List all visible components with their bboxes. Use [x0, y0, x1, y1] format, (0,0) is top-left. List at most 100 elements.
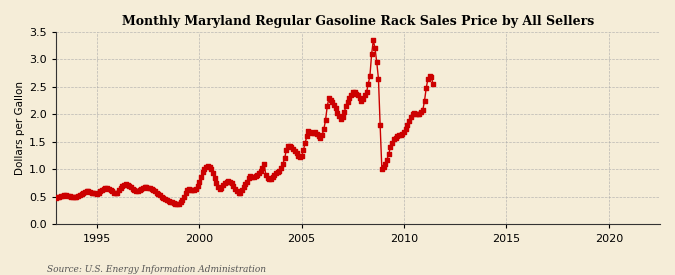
Point	[70, 195, 80, 199]
Point	[404, 119, 414, 123]
Point	[397, 131, 408, 136]
Point	[254, 171, 265, 175]
Point	[362, 82, 373, 86]
Point	[394, 133, 404, 138]
Point	[132, 189, 143, 193]
Point	[352, 93, 363, 97]
Point	[380, 162, 391, 166]
Point	[226, 181, 237, 185]
Point	[381, 157, 392, 162]
Point	[267, 174, 278, 179]
Point	[196, 174, 207, 179]
Point	[78, 190, 88, 195]
Point	[373, 76, 384, 81]
Point	[200, 165, 211, 169]
Point	[288, 147, 298, 151]
Point	[80, 190, 90, 194]
Point	[63, 194, 74, 198]
Point	[102, 186, 113, 190]
Point	[339, 109, 350, 114]
Point	[88, 191, 99, 195]
Point	[335, 117, 346, 121]
Point	[305, 130, 316, 134]
Point	[273, 170, 284, 174]
Point	[158, 196, 169, 200]
Point	[265, 177, 276, 181]
Point	[184, 186, 194, 191]
Point	[399, 130, 410, 134]
Point	[228, 184, 239, 188]
Point	[244, 175, 254, 180]
Point	[55, 194, 66, 199]
Point	[240, 182, 250, 186]
Y-axis label: Dollars per Gallon: Dollars per Gallon	[15, 81, 25, 175]
Point	[348, 90, 358, 95]
Point	[117, 184, 128, 188]
Point	[221, 179, 232, 184]
Point	[68, 195, 78, 199]
Point	[51, 195, 61, 200]
Point	[375, 123, 385, 128]
Point	[286, 145, 297, 150]
Point	[423, 76, 433, 81]
Point	[146, 187, 157, 191]
Point	[95, 189, 106, 194]
Point	[64, 194, 75, 199]
Point	[141, 185, 152, 189]
Point	[171, 201, 182, 206]
Point	[153, 192, 164, 196]
Point	[97, 188, 107, 192]
Point	[396, 133, 406, 137]
Point	[119, 183, 130, 187]
Point	[271, 171, 281, 175]
Point	[100, 185, 111, 190]
Point	[115, 186, 126, 190]
Point	[341, 104, 352, 108]
Point	[368, 38, 379, 42]
Point	[197, 170, 208, 174]
Point	[264, 177, 275, 181]
Point	[216, 185, 227, 190]
Point	[126, 185, 136, 189]
Point	[425, 74, 435, 78]
Point	[170, 201, 181, 206]
Point	[103, 187, 114, 191]
Point	[334, 114, 345, 118]
Point	[261, 173, 271, 177]
Point	[361, 90, 372, 95]
Point	[306, 131, 317, 135]
Point	[364, 74, 375, 78]
Point	[301, 134, 312, 139]
Point	[168, 201, 179, 205]
Point	[194, 179, 205, 184]
Title: Monthly Maryland Regular Gasoline Rack Sales Price by All Sellers: Monthly Maryland Regular Gasoline Rack S…	[122, 15, 594, 28]
Point	[367, 52, 377, 56]
Point	[262, 175, 273, 180]
Point	[312, 131, 323, 136]
Point	[319, 127, 329, 131]
Point	[390, 135, 401, 140]
Point	[410, 112, 421, 117]
Point	[358, 97, 369, 101]
Point	[219, 181, 230, 185]
Point	[325, 97, 336, 102]
Point	[255, 169, 266, 173]
Point	[378, 164, 389, 169]
Point	[76, 191, 87, 196]
Point	[142, 185, 153, 190]
Point	[320, 118, 331, 122]
Point	[187, 188, 198, 192]
Point	[385, 145, 396, 150]
Point	[298, 148, 308, 152]
Point	[199, 167, 210, 172]
Point	[178, 195, 189, 199]
Point	[259, 162, 269, 166]
Point	[407, 112, 418, 117]
Point	[190, 186, 201, 191]
Point	[211, 181, 221, 185]
Point	[323, 96, 334, 100]
Point	[215, 186, 225, 191]
Point	[124, 184, 135, 188]
Point	[416, 109, 427, 114]
Point	[186, 188, 196, 192]
